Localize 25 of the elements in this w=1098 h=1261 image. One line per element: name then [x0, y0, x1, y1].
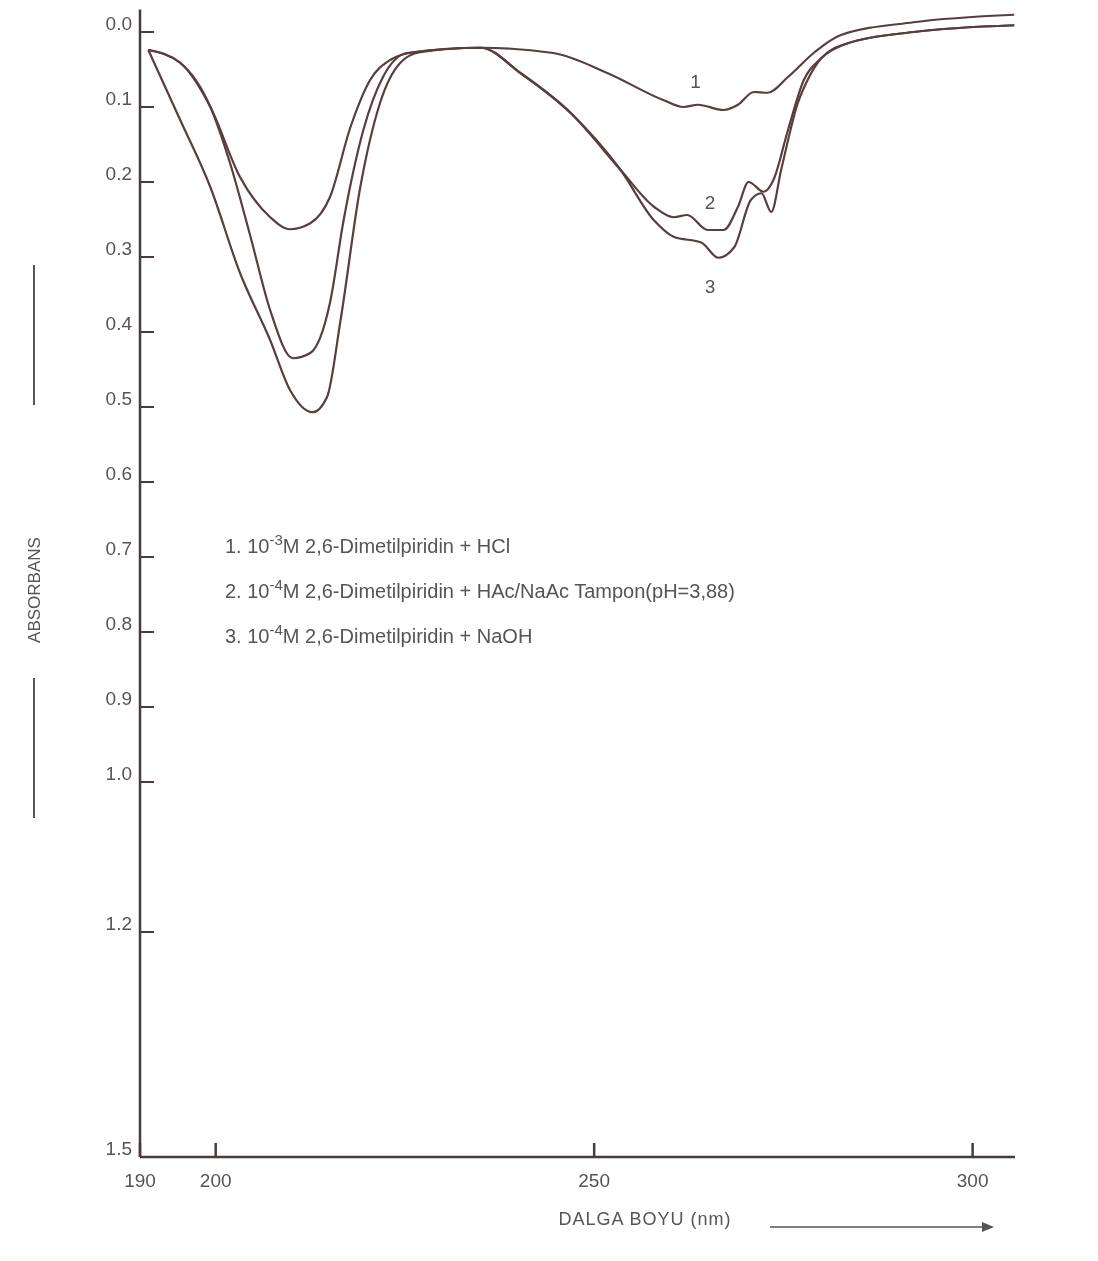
y-tick-label: 1.2: [105, 913, 132, 935]
y-tick-label: 0.0: [105, 13, 132, 35]
y-tick-label: 1.5: [105, 1138, 132, 1160]
y-axis-title: ABSORBANS: [25, 537, 44, 643]
y-tick-label: 0.6: [105, 463, 132, 485]
y-tick-label: 1.0: [105, 763, 132, 785]
annotation: 2. 10$^{-4}$M 2,6-Dimetilpiridin + HAc/NaAc Tampon(pH=3,88): [225, 575, 735, 602]
series-label: 1: [690, 70, 701, 92]
y-tick-label: 0.8: [105, 613, 132, 635]
annotation: 3. 10$^{-4}$M 2,6-Dimetilpiridin + NaOH: [225, 620, 533, 647]
series-label: 2: [704, 192, 716, 214]
annotation: 1. 10$^{-3}$M 2,6-Dimetilpiridin + HCl: [225, 530, 511, 557]
series-label: 3: [704, 275, 716, 297]
y-tick-label: 0.5: [105, 388, 132, 410]
y-tick-label: 0.7: [105, 538, 132, 560]
y-tick-label: 0.9: [105, 688, 132, 710]
y-tick-label: 0.3: [105, 238, 132, 260]
x-tick-label: 190: [124, 1170, 156, 1191]
x-tick-label: 300: [956, 1170, 989, 1191]
x-tick-label: 200: [199, 1170, 232, 1191]
y-tick-label: 0.1: [105, 88, 132, 110]
y-tick-label: 0.2: [105, 163, 132, 185]
y-tick-label: 0.4: [105, 313, 133, 335]
x-axis-title: DALGA BOYU (nm): [558, 1209, 732, 1229]
x-tick-label: 250: [578, 1170, 610, 1191]
